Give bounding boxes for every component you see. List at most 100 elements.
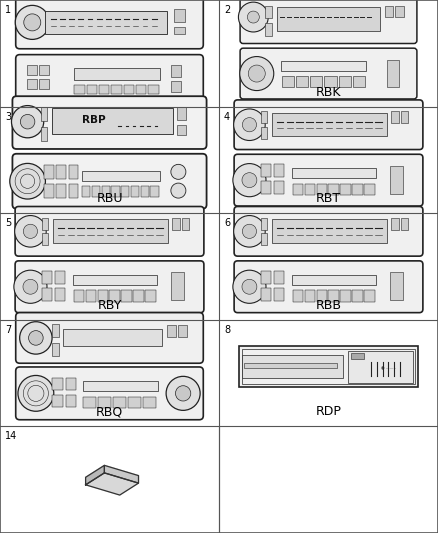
Bar [177,107,186,120]
Bar [148,85,159,94]
Circle shape [28,330,43,345]
Circle shape [247,11,259,23]
Bar [391,217,399,230]
Text: RBQ: RBQ [96,406,123,418]
Text: 6: 6 [224,218,230,228]
Polygon shape [85,473,138,495]
Circle shape [23,224,38,238]
Bar [261,271,271,284]
Bar [292,168,376,178]
Bar [128,397,141,408]
Circle shape [24,14,41,31]
Bar [261,233,267,245]
FancyBboxPatch shape [15,206,204,256]
Bar [274,182,284,194]
Bar [170,66,181,77]
Text: RBP: RBP [82,115,106,125]
Bar [52,395,63,407]
Bar [68,165,78,179]
Circle shape [233,109,265,141]
Bar [325,76,337,87]
Bar [352,290,363,302]
Bar [39,66,49,75]
Bar [340,290,351,302]
Bar [317,184,327,195]
Bar [351,352,364,359]
Circle shape [20,322,52,354]
Text: 4: 4 [224,111,230,122]
Bar [364,290,375,302]
Bar [41,107,47,121]
Bar [133,290,144,302]
Bar [340,184,351,195]
Bar [124,85,134,94]
Circle shape [233,270,266,303]
Text: 1: 1 [5,5,11,15]
Circle shape [171,164,186,179]
Bar [281,61,366,71]
Bar [45,11,167,34]
Polygon shape [104,465,138,483]
FancyBboxPatch shape [16,312,203,364]
Bar [242,350,415,384]
Bar [55,271,65,284]
Bar [66,378,76,390]
Bar [172,217,180,230]
Circle shape [171,183,186,198]
Bar [239,346,418,387]
Bar [81,171,160,181]
Text: RDP: RDP [315,406,342,418]
Bar [74,290,84,302]
FancyBboxPatch shape [234,206,423,256]
Bar [27,66,37,75]
Bar [42,288,52,301]
FancyBboxPatch shape [12,96,207,149]
Circle shape [14,270,47,303]
Circle shape [242,279,257,294]
Bar [274,165,284,177]
Text: 14: 14 [5,431,17,441]
Bar [44,165,53,179]
Bar [401,217,409,230]
Bar [261,111,267,123]
Bar [131,186,139,197]
Circle shape [248,65,265,82]
Bar [110,290,120,302]
Bar [274,271,284,284]
Bar [63,329,162,346]
Bar [272,220,387,243]
Bar [99,85,110,94]
Circle shape [242,224,257,238]
Circle shape [10,164,46,199]
Bar [73,274,157,285]
Bar [353,76,365,87]
Bar [317,290,327,302]
FancyBboxPatch shape [12,154,207,209]
Text: 5: 5 [5,218,11,228]
Bar [364,184,375,195]
Bar [167,325,176,337]
Bar [39,79,49,88]
Text: 2: 2 [224,5,230,15]
Circle shape [238,2,268,32]
Circle shape [242,118,257,132]
Bar [27,79,37,88]
Text: RBB: RBB [315,299,342,312]
Bar [145,290,156,302]
FancyBboxPatch shape [240,0,417,44]
Circle shape [240,56,274,91]
Bar [274,288,284,301]
Bar [87,85,97,94]
Bar [265,23,272,36]
Bar [141,186,149,197]
Circle shape [15,5,49,39]
Bar [68,183,78,198]
Bar [391,111,399,123]
Bar [136,85,146,94]
Bar [151,186,159,197]
Text: RBK: RBK [316,86,341,99]
Bar [182,217,190,230]
Bar [113,397,126,408]
Bar [178,325,187,337]
Bar [52,324,59,337]
